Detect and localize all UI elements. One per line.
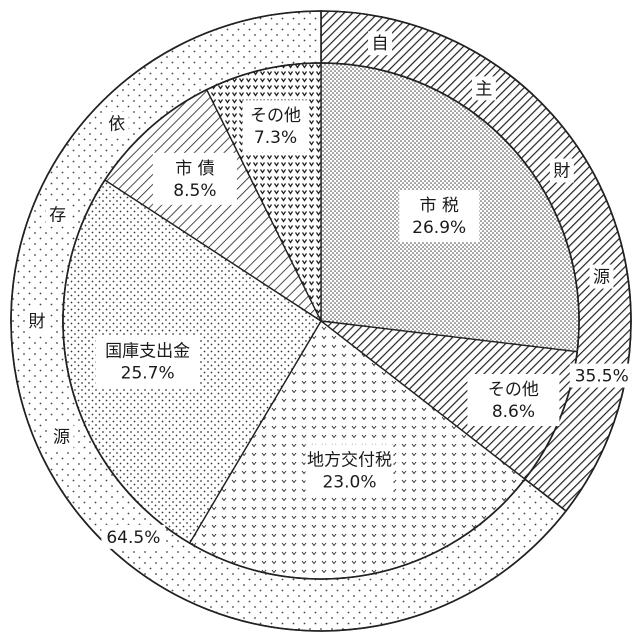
- ring-char-box-1-2: [25, 309, 49, 333]
- slice-name-3: 国庫支出金: [105, 341, 190, 361]
- slice-name-0: 市 税: [419, 196, 458, 216]
- ring-char-box-0-1: [471, 76, 496, 101]
- ring-pct-1: 64.5%: [106, 528, 160, 548]
- slice-value-0: 26.9%: [412, 218, 466, 238]
- ring-pct-0: 35.5%: [575, 367, 629, 387]
- slice-name-2: 地方交付税: [307, 450, 392, 470]
- slice-value-4: 8.5%: [173, 181, 216, 201]
- slice-name-1: その他: [488, 380, 539, 400]
- ring-char-0-3: 源: [593, 268, 610, 288]
- slice-label-box-1: [467, 373, 560, 426]
- slice-value-5: 7.3%: [254, 128, 297, 148]
- ring-char-box-0-3: [589, 264, 614, 289]
- ring-pct-box-1: [101, 524, 166, 549]
- slice-label-box-5: [242, 100, 309, 153]
- slice-label-box-2: [305, 444, 394, 497]
- ring-char-1-3: 源: [53, 428, 70, 448]
- slice-name-4: 市 債: [175, 159, 214, 179]
- ring-char-0-2: 財: [553, 162, 570, 182]
- inner-border: [62, 62, 580, 580]
- outer-border: [10, 10, 632, 632]
- ring-char-1-0: 依: [108, 115, 125, 135]
- ring-char-1-2: 財: [29, 312, 46, 332]
- slice-label-box-0: [399, 190, 480, 243]
- ring-char-box-1-3: [49, 424, 74, 449]
- ring-pct-box-0: [569, 363, 634, 388]
- ring-char-1-1: 存: [49, 206, 66, 226]
- slice-label-box-4: [152, 152, 237, 205]
- slice-value-2: 23.0%: [322, 472, 376, 492]
- ring-char-box-1-0: [104, 111, 129, 136]
- slice-value-3: 25.7%: [121, 363, 175, 383]
- slice-value-1: 8.6%: [492, 402, 535, 422]
- ring-char-box-1-1: [45, 202, 70, 227]
- slice-name-5: その他: [250, 106, 301, 126]
- ring-char-0-0: 自: [372, 34, 389, 54]
- slice-label-box-3: [95, 335, 200, 388]
- ring-char-box-0-0: [368, 31, 393, 56]
- ring-char-box-0-2: [549, 158, 574, 183]
- ring-char-0-1: 主: [475, 79, 492, 99]
